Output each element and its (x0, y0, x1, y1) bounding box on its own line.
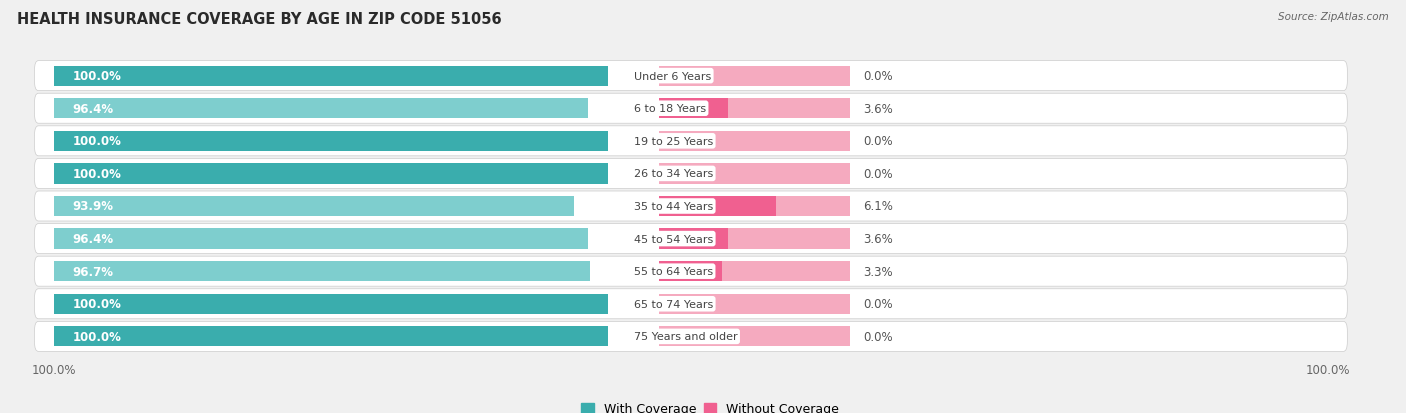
Bar (53, 326, 607, 347)
Text: 3.6%: 3.6% (863, 102, 893, 116)
Text: 93.9%: 93.9% (73, 200, 114, 213)
Bar (53, 229, 588, 249)
Text: 100.0%: 100.0% (73, 70, 121, 83)
Bar (659, 229, 728, 249)
Text: Source: ZipAtlas.com: Source: ZipAtlas.com (1278, 12, 1389, 22)
Text: 3.6%: 3.6% (863, 233, 893, 245)
Bar (659, 99, 851, 119)
Text: 55 to 64 Years: 55 to 64 Years (634, 266, 713, 277)
Text: 100.0%: 100.0% (73, 135, 121, 148)
Text: 3.3%: 3.3% (863, 265, 893, 278)
Text: 0.0%: 0.0% (863, 135, 893, 148)
Bar (53, 131, 607, 152)
Bar (659, 261, 723, 282)
Bar (53, 99, 588, 119)
Text: 19 to 25 Years: 19 to 25 Years (634, 136, 713, 147)
FancyBboxPatch shape (35, 256, 1347, 287)
Bar (659, 197, 851, 216)
Text: 100.0%: 100.0% (73, 330, 121, 343)
FancyBboxPatch shape (35, 94, 1347, 124)
Bar (53, 164, 607, 184)
Bar (659, 294, 851, 314)
Text: 0.0%: 0.0% (863, 297, 893, 311)
Text: 96.4%: 96.4% (73, 233, 114, 245)
Bar (659, 229, 851, 249)
Text: 26 to 34 Years: 26 to 34 Years (634, 169, 713, 179)
Text: 0.0%: 0.0% (863, 330, 893, 343)
Bar (53, 66, 607, 87)
Bar (659, 99, 728, 119)
Bar (659, 164, 851, 184)
Text: 6.1%: 6.1% (863, 200, 893, 213)
Bar (659, 66, 851, 87)
Text: 75 Years and older: 75 Years and older (634, 332, 737, 342)
Text: Under 6 Years: Under 6 Years (634, 71, 711, 81)
Text: 6 to 18 Years: 6 to 18 Years (634, 104, 706, 114)
FancyBboxPatch shape (35, 289, 1347, 319)
Text: 35 to 44 Years: 35 to 44 Years (634, 202, 713, 211)
Bar (659, 131, 851, 152)
Bar (53, 261, 589, 282)
Text: 0.0%: 0.0% (863, 70, 893, 83)
FancyBboxPatch shape (35, 224, 1347, 254)
Text: 100.0%: 100.0% (73, 168, 121, 180)
Text: 0.0%: 0.0% (863, 168, 893, 180)
FancyBboxPatch shape (35, 126, 1347, 157)
Text: 96.4%: 96.4% (73, 102, 114, 116)
Bar (659, 326, 851, 347)
FancyBboxPatch shape (35, 159, 1347, 189)
Bar (53, 197, 574, 216)
Bar (659, 261, 851, 282)
Bar (53, 294, 607, 314)
FancyBboxPatch shape (35, 192, 1347, 221)
Legend: With Coverage, Without Coverage: With Coverage, Without Coverage (576, 397, 844, 413)
Text: HEALTH INSURANCE COVERAGE BY AGE IN ZIP CODE 51056: HEALTH INSURANCE COVERAGE BY AGE IN ZIP … (17, 12, 502, 27)
Bar (659, 197, 776, 216)
Text: 100.0%: 100.0% (73, 297, 121, 311)
FancyBboxPatch shape (35, 322, 1347, 351)
Text: 65 to 74 Years: 65 to 74 Years (634, 299, 713, 309)
Text: 45 to 54 Years: 45 to 54 Years (634, 234, 713, 244)
FancyBboxPatch shape (35, 62, 1347, 91)
Text: 96.7%: 96.7% (73, 265, 114, 278)
